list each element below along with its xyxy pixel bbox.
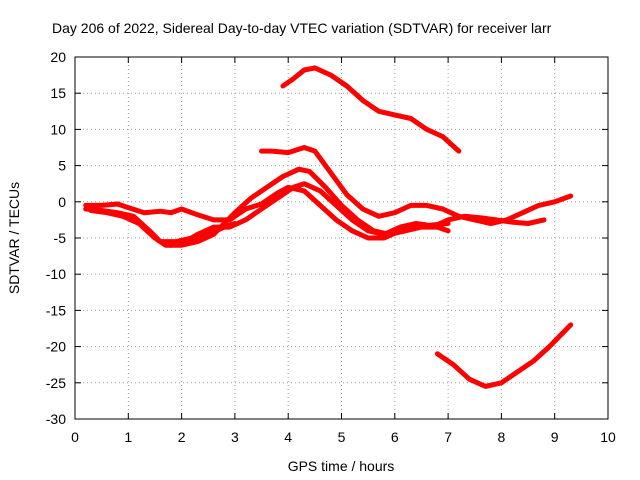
x-axis-label: GPS time / hours	[288, 458, 395, 474]
series-line-pass-1	[83, 184, 451, 241]
x-tick-label: 10	[600, 429, 616, 445]
x-tick-label: 7	[444, 429, 452, 445]
series-line-pass-8	[434, 322, 574, 389]
x-tick-label: 5	[338, 429, 346, 445]
x-tick-label: 6	[391, 429, 399, 445]
y-tick-label: 20	[50, 49, 66, 65]
x-tick-label: 4	[284, 429, 292, 445]
series-line-pass-3	[88, 166, 451, 248]
y-tick-labels: -30 -25 -20 -15 -10 -5 0 5 10 15 20	[46, 49, 66, 427]
grid-lines	[75, 57, 608, 419]
x-tick-label: 9	[551, 429, 559, 445]
x-tick-label: 0	[71, 429, 79, 445]
x-tick-label: 2	[178, 429, 186, 445]
x-tick-label: 1	[124, 429, 132, 445]
x-tick-label: 3	[231, 429, 239, 445]
y-tick-label: 15	[50, 85, 66, 101]
y-tick-label: 0	[58, 194, 66, 210]
y-tick-label: -20	[46, 339, 66, 355]
chart-title: Day 206 of 2022, Sidereal Day-to-day VTE…	[52, 20, 552, 36]
series-line-pass-6	[429, 213, 547, 230]
x-tick-labels: 0 1 2 3 4 5 6 7 8 9 10	[71, 429, 616, 445]
y-tick-label: 5	[58, 158, 66, 174]
x-tick-label: 8	[498, 429, 506, 445]
series-line-pass-5	[259, 145, 574, 226]
series-line-pass-4	[157, 221, 238, 245]
series-line-pass-7	[280, 65, 462, 154]
data-series	[83, 65, 574, 389]
y-axis-label: SDTVAR / TECUs	[6, 182, 22, 294]
y-tick-label: -10	[46, 266, 66, 282]
y-tick-label: -25	[46, 375, 66, 391]
y-tick-label: -15	[46, 302, 66, 318]
y-tick-label: 10	[50, 121, 66, 137]
y-tick-label: -5	[54, 230, 67, 246]
y-tick-label: -30	[46, 411, 66, 427]
axis-ticks	[74, 56, 609, 420]
